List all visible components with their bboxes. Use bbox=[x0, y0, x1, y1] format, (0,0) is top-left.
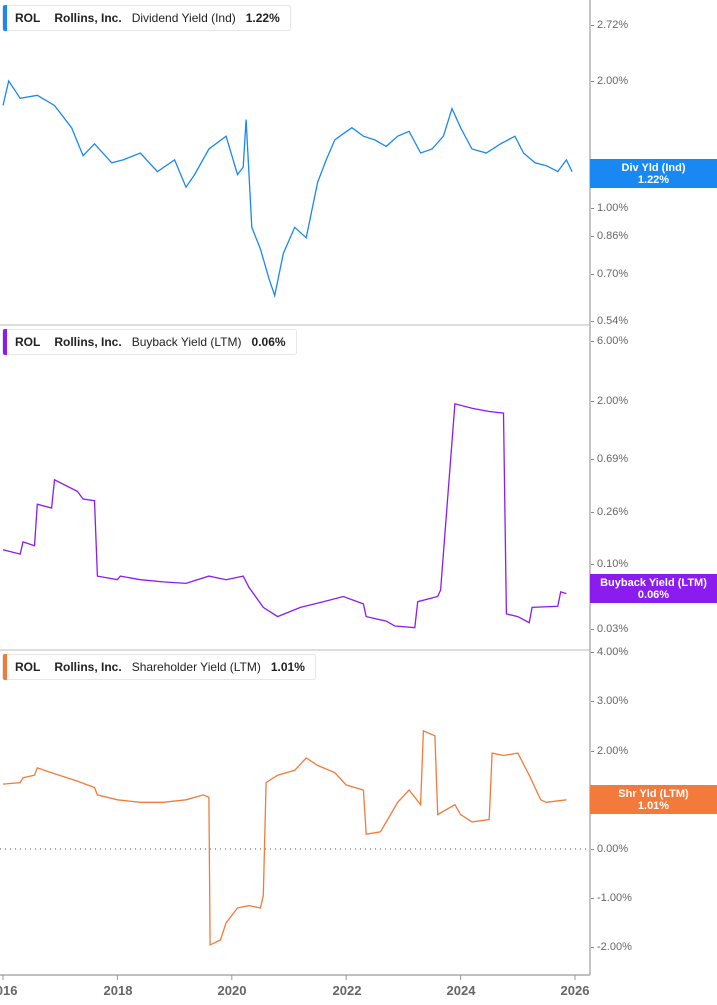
y-tick-label: 6.00% bbox=[590, 335, 629, 347]
legend-ticker: ROL bbox=[15, 335, 41, 349]
tag-value: 1.22% bbox=[637, 174, 670, 186]
tag-value: 0.06% bbox=[637, 589, 670, 601]
series-color-swatch bbox=[3, 329, 7, 355]
y-tick-label: 0.70% bbox=[590, 268, 629, 280]
y-tick-label: 0.86% bbox=[590, 230, 629, 242]
series-color-swatch bbox=[3, 654, 7, 680]
y-tick-label: -1.00% bbox=[591, 892, 632, 904]
tag-label: Buyback Yield (LTM) bbox=[600, 577, 707, 589]
y-tick-label: 0.69% bbox=[590, 453, 629, 465]
shareholder-yield-line bbox=[2, 729, 567, 946]
legend-value: 1.01% bbox=[270, 660, 305, 674]
y-tick-label: -2.00% bbox=[591, 941, 632, 953]
legend-metric: Shareholder Yield (LTM) bbox=[131, 660, 261, 674]
y-tick-label: 2.72% bbox=[590, 19, 629, 31]
x-tick-label: 2016 bbox=[0, 983, 18, 998]
dividend-yield-line bbox=[2, 79, 573, 299]
y-tick-label: 0.54% bbox=[590, 315, 629, 327]
legend-dividend-yield[interactable]: ROL Rollins, Inc. Dividend Yield (Ind) 1… bbox=[2, 5, 291, 31]
legend-shareholder-yield[interactable]: ROL Rollins, Inc. Shareholder Yield (LTM… bbox=[2, 654, 316, 680]
tag-label: Shr Yld (LTM) bbox=[618, 788, 689, 800]
y-tick-label: 2.00% bbox=[590, 745, 629, 757]
x-tick-label: 2026 bbox=[560, 983, 590, 998]
current-value-tag-shareholder: Shr Yld (LTM) 1.01% bbox=[590, 785, 717, 814]
y-tick-label: 4.00% bbox=[590, 646, 629, 658]
legend-ticker: ROL bbox=[15, 660, 41, 674]
legend-buyback-yield[interactable]: ROL Rollins, Inc. Buyback Yield (LTM) 0.… bbox=[2, 329, 297, 355]
y-tick-label: 1.00% bbox=[590, 202, 629, 214]
tag-label: Div Yld (Ind) bbox=[621, 162, 686, 174]
legend-metric: Buyback Yield (LTM) bbox=[131, 335, 242, 349]
y-tick-label: 2.00% bbox=[590, 75, 629, 87]
x-tick-label: 2020 bbox=[217, 983, 247, 998]
y-tick-label: 3.00% bbox=[590, 695, 629, 707]
x-axis-ticks bbox=[2, 975, 576, 980]
y-tick-label: 2.00% bbox=[590, 395, 629, 407]
legend-company: Rollins, Inc. bbox=[54, 660, 122, 674]
x-tick-label: 2022 bbox=[332, 983, 362, 998]
legend-metric: Dividend Yield (Ind) bbox=[131, 11, 236, 25]
x-tick-label: 2024 bbox=[446, 983, 476, 998]
y-tick-label: 0.03% bbox=[590, 623, 629, 635]
legend-value: 0.06% bbox=[251, 335, 286, 349]
legend-company: Rollins, Inc. bbox=[54, 335, 122, 349]
y-tick-label: 0.26% bbox=[590, 506, 629, 518]
y-tick-label: 0.00% bbox=[590, 843, 629, 855]
x-tick-label: 2018 bbox=[103, 983, 133, 998]
y-tick-label: 0.10% bbox=[590, 558, 629, 570]
current-value-tag-dividend: Div Yld (Ind) 1.22% bbox=[590, 159, 717, 188]
series-color-swatch bbox=[3, 5, 7, 31]
legend-value: 1.22% bbox=[245, 11, 280, 25]
legend-ticker: ROL bbox=[15, 11, 41, 25]
buyback-yield-line bbox=[2, 402, 567, 629]
current-value-tag-buyback: Buyback Yield (LTM) 0.06% bbox=[590, 574, 717, 603]
tag-value: 1.01% bbox=[637, 800, 670, 812]
legend-company: Rollins, Inc. bbox=[54, 11, 122, 25]
